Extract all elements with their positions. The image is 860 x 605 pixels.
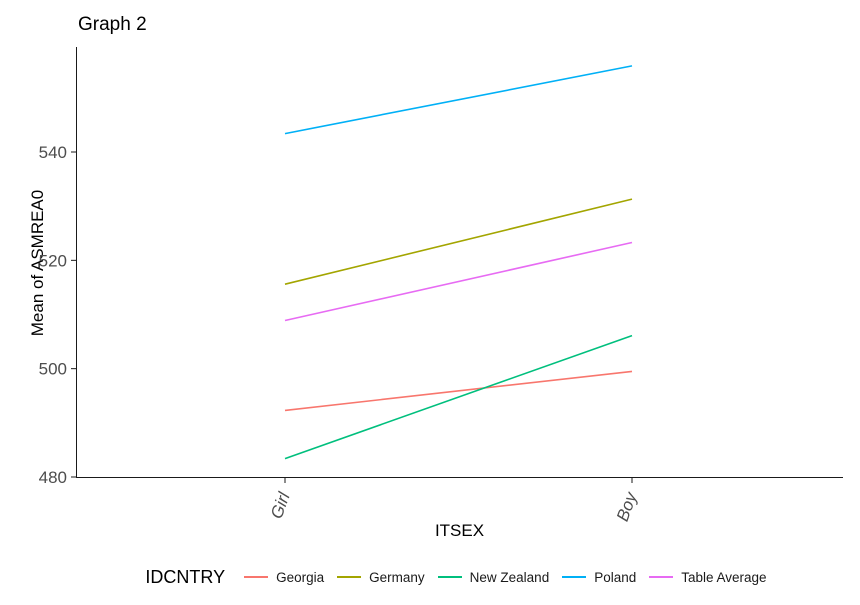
series-line-poland — [284, 65, 633, 135]
legend: IDCNTRY Georgia Germany New Zealand Poland T… — [26, 562, 860, 592]
legend-title: IDCNTRY — [145, 566, 226, 587]
legend-item: Germany — [337, 570, 425, 585]
legend-item: Georgia — [244, 570, 324, 585]
series-line-new-zealand — [284, 334, 633, 460]
legend-item-label: Georgia — [276, 569, 325, 585]
x-axis-title: ITSEX — [434, 521, 485, 540]
chart-title: Graph 2 — [78, 14, 147, 35]
legend-key-line — [562, 576, 587, 578]
plot-area: 480 500 520 540 Girl Boy — [39, 47, 843, 524]
y-tick-label: 520 — [39, 251, 67, 270]
legend-item-label: Poland — [594, 569, 637, 585]
series-line-georgia — [284, 370, 633, 412]
y-tick-label: 480 — [39, 468, 67, 487]
series-line-table-average — [284, 241, 633, 322]
legend-key-line — [649, 576, 674, 578]
y-tick-label: 540 — [39, 143, 67, 162]
legend-item-label: New Zealand — [469, 569, 550, 585]
legend-key-line — [337, 576, 362, 578]
legend-item-label: Germany — [369, 569, 425, 585]
legend-item: Poland — [562, 570, 636, 585]
y-tick-label: 500 — [39, 360, 67, 379]
legend-item: Table Average — [649, 569, 767, 585]
legend-item-label: Table Average — [681, 569, 767, 585]
x-tick-label: Boy — [613, 488, 641, 523]
legend-key-line — [437, 576, 462, 578]
legend-key-line — [244, 576, 269, 578]
x-tick-label: Girl — [267, 489, 294, 521]
series-line-germany — [284, 198, 633, 285]
legend-item: New Zealand — [437, 569, 550, 585]
